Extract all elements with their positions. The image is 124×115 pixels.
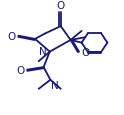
Text: O: O xyxy=(8,31,16,41)
Text: N: N xyxy=(51,81,59,91)
Text: O: O xyxy=(57,1,65,11)
Text: N: N xyxy=(39,47,46,57)
Text: O: O xyxy=(16,65,24,75)
Text: O: O xyxy=(81,48,89,58)
